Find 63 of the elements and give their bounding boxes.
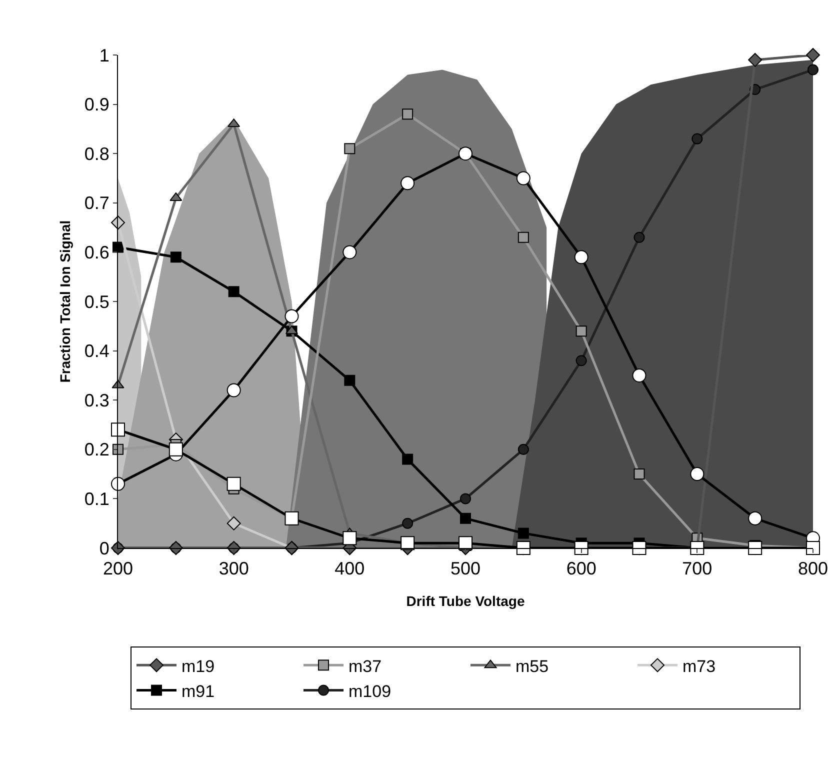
x-tick-label: 300	[218, 558, 249, 579]
point	[284, 309, 299, 324]
point	[690, 467, 704, 482]
legend-label: m55	[516, 656, 549, 676]
point	[460, 493, 471, 504]
x-tick-label: 200	[102, 558, 134, 579]
y-tick-label: 0.3	[84, 390, 110, 410]
point	[112, 444, 124, 455]
y-tick-label: 0.9	[84, 94, 110, 115]
legend-label: m109	[348, 682, 392, 701]
point	[226, 476, 241, 491]
point	[344, 374, 356, 386]
point	[460, 512, 471, 524]
point	[634, 232, 645, 243]
point	[111, 422, 125, 437]
legend-label: m19	[182, 656, 215, 676]
y-tick-label: 0.6	[84, 242, 110, 262]
point	[808, 64, 818, 76]
point	[516, 171, 530, 186]
point	[402, 518, 414, 529]
point	[576, 326, 587, 337]
y-tick-label: 0.2	[84, 440, 110, 460]
point	[632, 368, 646, 382]
legend-label: m37	[348, 656, 382, 676]
point	[228, 286, 240, 298]
legend-label: m73	[682, 656, 716, 676]
point	[748, 52, 762, 67]
point	[342, 531, 357, 546]
point	[748, 511, 762, 526]
point	[402, 108, 414, 120]
point	[518, 444, 529, 455]
point	[634, 468, 645, 480]
point	[342, 245, 357, 260]
point	[226, 516, 241, 530]
point	[518, 232, 529, 243]
y-tick-label: 0.5	[84, 292, 110, 312]
y-tick-label: 0.7	[84, 193, 110, 214]
x-tick-label: 600	[566, 558, 596, 579]
point	[400, 176, 415, 190]
y-tick-label: 0	[99, 538, 110, 558]
x-tick-label: 800	[798, 558, 828, 579]
point	[576, 355, 587, 366]
point	[400, 536, 415, 550]
y-tick-label: 0.1	[84, 489, 110, 509]
point	[170, 252, 182, 263]
x-tick-label: 500	[450, 558, 481, 579]
legend-label: m91	[182, 682, 215, 701]
point	[692, 133, 703, 144]
y-axis-title: Fraction Total Ion Signal	[56, 220, 73, 383]
point	[458, 536, 472, 550]
x-tick-label: 700	[682, 558, 712, 579]
point	[574, 250, 588, 264]
y-tick-label: 0.8	[84, 144, 110, 164]
y-tick-label: 0.4	[84, 341, 110, 362]
point	[226, 383, 241, 398]
x-axis-title: Drift Tube Voltage	[406, 592, 525, 609]
point	[518, 528, 529, 539]
point	[344, 143, 356, 154]
point	[168, 442, 183, 456]
point	[806, 48, 820, 62]
x-tick-label: 400	[334, 558, 365, 579]
y-tick-label: 1	[99, 45, 110, 66]
point	[402, 454, 414, 465]
